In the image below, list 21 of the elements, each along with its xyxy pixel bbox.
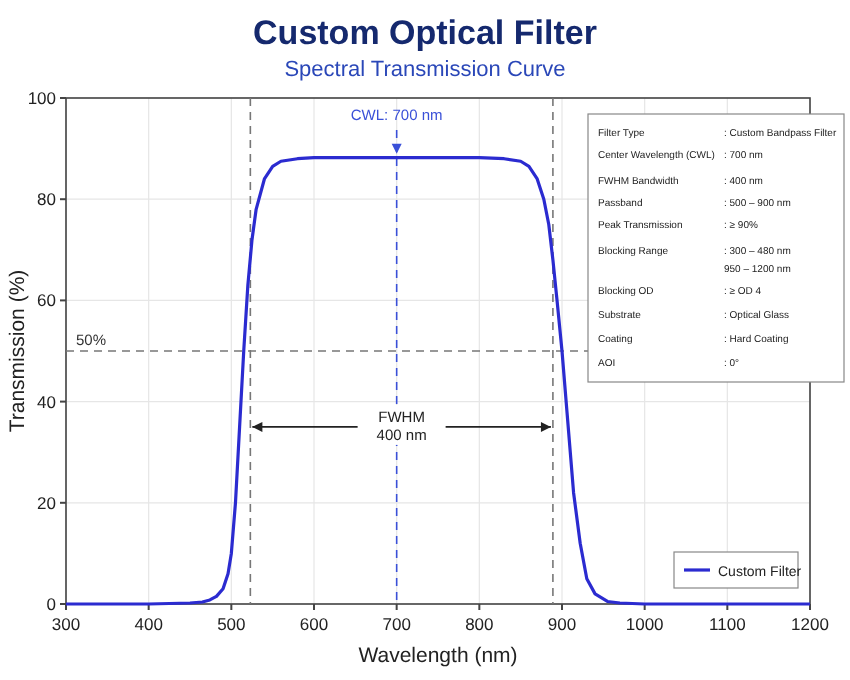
chart-title: Custom Optical Filter [253,14,598,52]
x-tick-label: 400 [134,614,164,634]
x-tick-label: 500 [217,614,247,634]
x-tick-label: 700 [382,614,412,634]
x-axis-title: Wavelength (nm) [358,644,518,668]
x-tick-label: 900 [547,614,577,634]
y-tick-label: 40 [37,391,57,412]
x-tick-label: 1200 [791,614,830,634]
x-tick-label: 600 [299,614,329,634]
x-tick-label: 300 [51,614,81,634]
x-tick-label: 1000 [625,614,665,634]
y-tick-label: 60 [37,290,57,311]
chart-subtitle: Spectral Transmission Curve [284,58,566,82]
y-axis-title: Transmission (%) [6,269,30,433]
x-tick-label: 1100 [709,614,747,634]
line-series [64,156,812,606]
y-tick-label: 100 [27,88,57,108]
y-tick-label: 0 [46,594,57,614]
y-tick-label: 80 [37,189,57,210]
x-tick-label: 800 [465,614,495,634]
y-tick-label: 20 [37,492,57,513]
